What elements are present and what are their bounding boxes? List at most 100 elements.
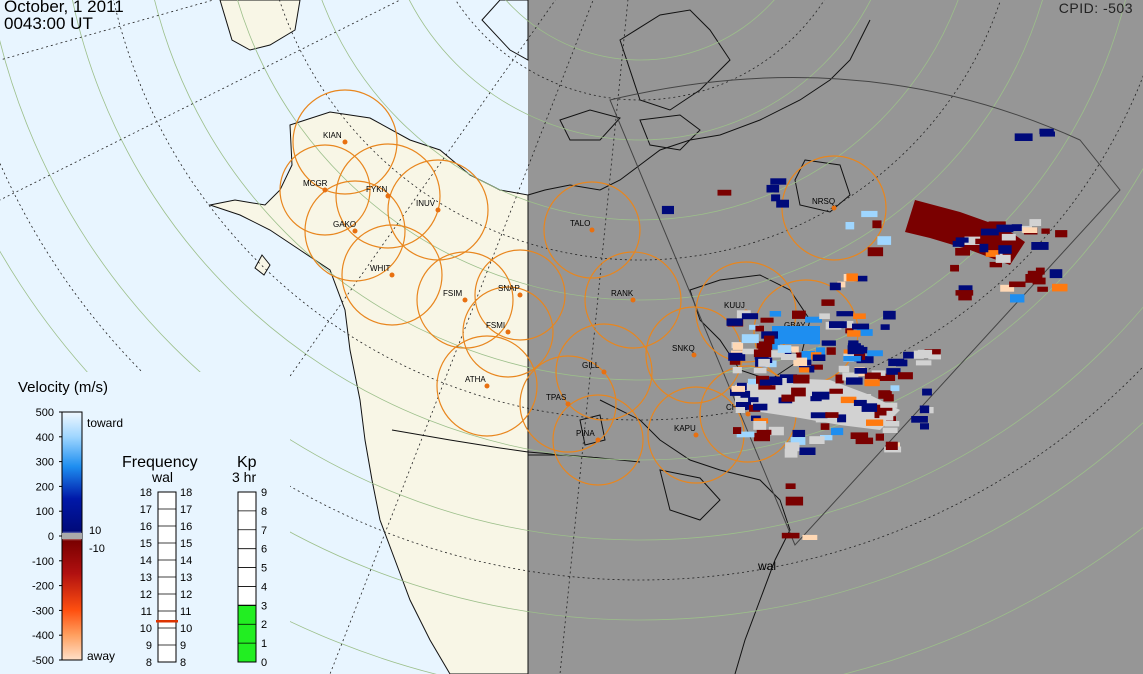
velocity-cell <box>861 210 878 218</box>
velocity-cell <box>957 229 969 235</box>
station-dot-kapu <box>693 432 699 438</box>
velocity-lower-threshold: -10 <box>89 543 105 555</box>
velocity-cell <box>761 331 778 339</box>
frequency-tick-left: 14 <box>140 555 152 567</box>
station-dot-fykn <box>385 193 391 199</box>
station-dot-mcgr <box>322 187 328 193</box>
frequency-title: Frequency <box>122 454 198 471</box>
station-dot-rank <box>630 297 636 303</box>
velocity-cell <box>1052 283 1068 292</box>
velocity-cell <box>763 360 777 368</box>
kp-subtitle: 3 hr <box>232 469 256 485</box>
velocity-cell <box>758 358 770 367</box>
velocity-cell <box>878 373 896 381</box>
frequency-tick-right: 10 <box>180 623 192 635</box>
velocity-cell <box>1009 281 1026 288</box>
velocity-cell <box>736 431 755 438</box>
velocity-cell <box>829 282 841 291</box>
station-dot-fsmi <box>505 329 511 335</box>
range-circle-pina <box>552 394 644 486</box>
velocity-cell <box>1031 242 1049 250</box>
station-label-whit: WHIT <box>370 264 391 273</box>
velocity-cell <box>790 437 806 445</box>
station-label-fsmi: FSMI <box>486 321 505 330</box>
station-label-tpas: TPAS <box>546 393 566 402</box>
velocity-cell <box>958 285 973 292</box>
velocity-tick-label: 500 <box>36 407 54 419</box>
kp-tick-label: 3 <box>261 600 267 612</box>
velocity-cell <box>995 254 1011 263</box>
range-circle-rank <box>584 251 682 349</box>
velocity-cell <box>952 240 965 247</box>
velocity-cell <box>1022 227 1038 233</box>
velocity-cell <box>883 310 896 320</box>
velocity-cell <box>1032 277 1046 285</box>
velocity-cell <box>753 433 770 442</box>
velocity-cell <box>753 421 767 430</box>
velocity-cell <box>742 348 759 355</box>
kp-tick-label: 1 <box>261 638 267 650</box>
velocity-cell <box>1014 133 1033 141</box>
velocity-cell <box>793 357 808 366</box>
velocity-cell <box>769 311 782 317</box>
range-circle-gako <box>304 180 406 282</box>
station-dot-whit <box>389 272 395 278</box>
station-dot-kian <box>342 139 348 145</box>
velocity-cell <box>781 394 795 402</box>
velocity-cell <box>1001 233 1016 241</box>
station-dot-snap <box>517 292 523 298</box>
frequency-tick-right: 12 <box>180 589 192 601</box>
frequency-tick-right: 8 <box>180 657 186 669</box>
velocity-cell <box>874 409 887 419</box>
velocity-cell <box>815 417 832 423</box>
velocity-cell <box>802 534 818 540</box>
velocity-cell <box>838 365 850 373</box>
velocity-cell <box>730 389 746 396</box>
velocity-cell <box>856 275 868 282</box>
velocity-cell <box>661 205 674 215</box>
velocity-cell <box>755 325 764 332</box>
velocity-cell <box>843 356 861 362</box>
station-label-gill: GILL <box>582 361 600 370</box>
frequency-tick-left: 16 <box>140 521 152 533</box>
velocity-cell <box>979 243 989 253</box>
velocity-cell <box>846 377 863 385</box>
station-label-mcgr: MCGR <box>303 179 328 188</box>
velocity-tick-label: 0 <box>48 531 54 543</box>
station-label-fykn: FYKN <box>366 185 388 194</box>
velocity-cell <box>1037 286 1048 292</box>
velocity-cell <box>795 352 808 358</box>
velocity-cell <box>753 367 767 374</box>
date-label: October, 1 2011 <box>4 0 124 16</box>
velocity-cell <box>740 390 751 398</box>
velocity-tick-label: 200 <box>36 481 54 493</box>
velocity-cell <box>785 442 800 452</box>
velocity-cell <box>732 342 744 350</box>
frequency-tick-left: 17 <box>140 504 152 516</box>
velocity-cell <box>805 316 822 323</box>
velocity-cell <box>811 364 823 370</box>
velocity-cell <box>883 394 894 402</box>
velocity-cell <box>879 415 894 421</box>
velocity-cell <box>861 403 878 412</box>
velocity-cell <box>1027 270 1043 280</box>
velocity-cell <box>989 261 1002 268</box>
velocity-cell <box>897 372 913 380</box>
us-canada-border <box>391 429 601 459</box>
station-label-gbay: GBAY <box>784 321 806 330</box>
station-label-atha: ATHA <box>465 375 486 384</box>
velocity-tick-label: -500 <box>32 655 54 667</box>
station-label-rank: RANK <box>611 289 634 298</box>
range-circle-atha <box>436 335 538 437</box>
velocity-cell <box>785 496 804 506</box>
station-dot-atha <box>484 383 490 389</box>
velocity-cell <box>877 236 892 245</box>
velocity-tick-label: -100 <box>32 556 54 568</box>
velocity-cell <box>882 427 898 433</box>
velocity-cell <box>915 360 932 366</box>
velocity-cell <box>826 347 836 355</box>
velocity-cell <box>770 178 787 185</box>
velocity-cell <box>829 388 843 394</box>
frequency-tick-left: 8 <box>146 657 152 669</box>
station-label-gako: GAKO <box>333 220 356 229</box>
